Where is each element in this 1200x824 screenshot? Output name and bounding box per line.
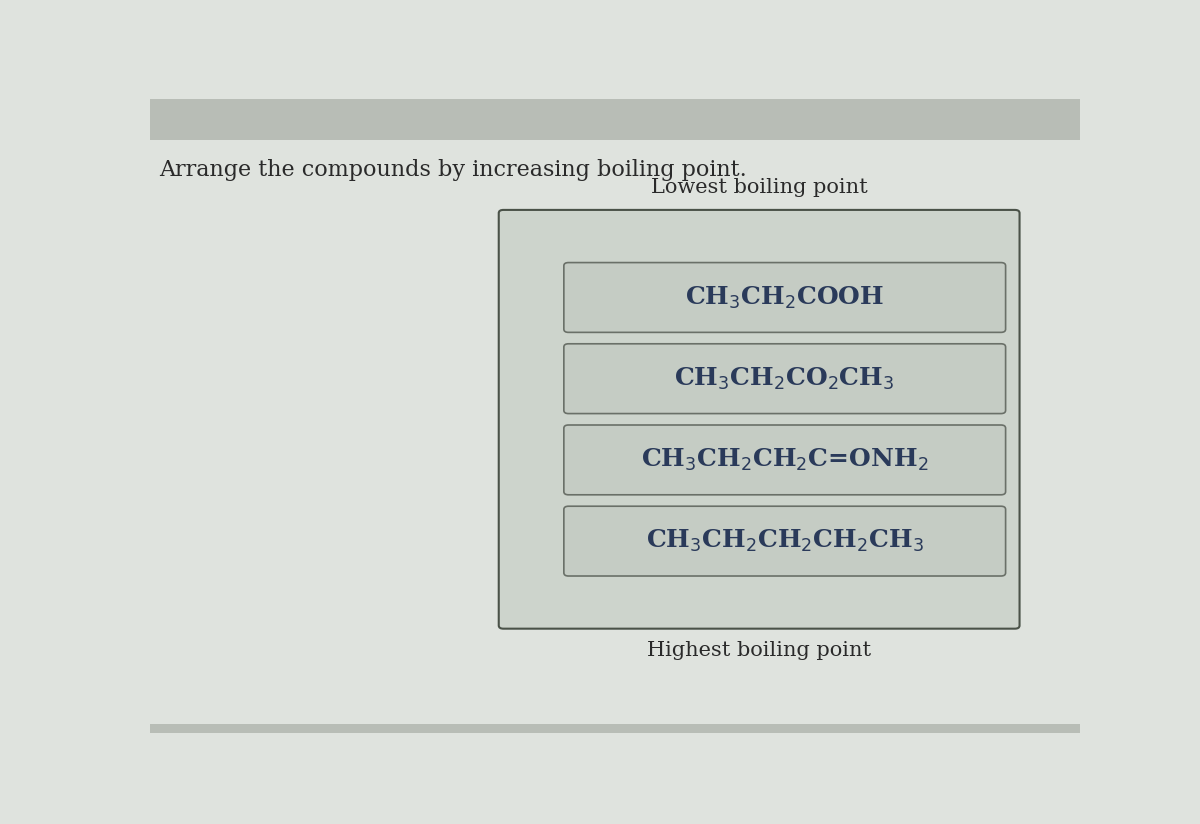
- FancyBboxPatch shape: [564, 425, 1006, 494]
- Text: CH$_3$CH$_2$COOH: CH$_3$CH$_2$COOH: [685, 284, 884, 311]
- FancyBboxPatch shape: [564, 263, 1006, 332]
- Text: CH$_3$CH$_2$CO$_2$CH$_3$: CH$_3$CH$_2$CO$_2$CH$_3$: [674, 366, 895, 391]
- Text: CH$_3$CH$_2$CH$_2$C=ONH$_2$: CH$_3$CH$_2$CH$_2$C=ONH$_2$: [641, 447, 929, 473]
- Text: Arrange the compounds by increasing boiling point.: Arrange the compounds by increasing boil…: [160, 159, 748, 181]
- Text: Highest boiling point: Highest boiling point: [647, 641, 871, 660]
- FancyBboxPatch shape: [499, 210, 1020, 629]
- FancyBboxPatch shape: [150, 723, 1080, 733]
- FancyBboxPatch shape: [150, 99, 1080, 140]
- FancyBboxPatch shape: [564, 344, 1006, 414]
- FancyBboxPatch shape: [564, 506, 1006, 576]
- Text: Lowest boiling point: Lowest boiling point: [650, 178, 868, 197]
- Text: CH$_3$CH$_2$CH$_2$CH$_2$CH$_3$: CH$_3$CH$_2$CH$_2$CH$_2$CH$_3$: [646, 528, 924, 555]
